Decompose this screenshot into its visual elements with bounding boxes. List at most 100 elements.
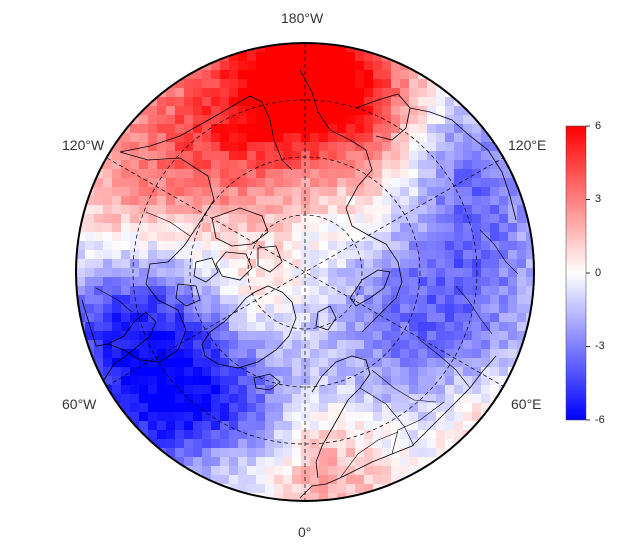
field-cell	[121, 313, 131, 323]
field-cell	[400, 106, 410, 116]
field-cell	[373, 187, 383, 197]
field-cell	[310, 313, 320, 323]
field-cell	[490, 358, 500, 368]
field-cell	[121, 376, 131, 386]
field-cell	[148, 115, 158, 125]
field-cell	[112, 286, 122, 296]
field-cell	[121, 268, 131, 278]
field-cell	[121, 142, 131, 152]
field-cell	[202, 430, 212, 440]
field-cell	[166, 115, 176, 125]
field-cell	[373, 169, 383, 179]
field-cell	[364, 475, 374, 485]
field-cell	[148, 367, 158, 377]
field-cell	[139, 286, 149, 296]
field-cell	[184, 142, 194, 152]
field-cell	[292, 232, 302, 242]
colorbar-tick-label: -6	[595, 414, 605, 426]
field-cell	[157, 178, 167, 188]
field-cell	[490, 169, 500, 179]
field-cell	[184, 187, 194, 197]
field-cell	[445, 376, 455, 386]
field-cell	[337, 178, 347, 188]
field-cell	[418, 232, 428, 242]
field-cell	[193, 196, 203, 206]
field-cell	[508, 268, 518, 278]
field-cell	[472, 151, 482, 161]
field-cell	[346, 331, 356, 341]
field-cell	[175, 448, 185, 458]
field-cell	[355, 70, 365, 80]
field-cell	[175, 439, 185, 449]
field-cell	[220, 151, 230, 161]
field-cell	[364, 214, 374, 224]
field-cell	[238, 277, 248, 287]
field-cell	[517, 223, 527, 233]
field-cell	[220, 313, 230, 323]
field-cell	[193, 151, 203, 161]
field-cell	[310, 151, 320, 161]
field-cell	[319, 43, 329, 53]
field-cell	[517, 205, 527, 215]
field-cell	[103, 241, 113, 251]
field-cell	[283, 331, 293, 341]
field-cell	[274, 223, 284, 233]
field-cell	[328, 394, 338, 404]
field-cell	[292, 295, 302, 305]
field-cell	[319, 412, 329, 422]
novaya-zemlya-coast	[349, 269, 391, 307]
field-cell	[382, 250, 392, 260]
field-cell	[193, 232, 203, 242]
field-cell	[247, 304, 257, 314]
field-cell	[220, 232, 230, 242]
field-cell	[157, 349, 167, 359]
field-cell	[283, 277, 293, 287]
field-cell	[175, 79, 185, 89]
field-cell	[202, 421, 212, 431]
field-cell	[265, 142, 275, 152]
field-cell	[364, 430, 374, 440]
field-cell	[319, 214, 329, 224]
field-cell	[193, 241, 203, 251]
field-cell	[445, 187, 455, 197]
field-cell	[94, 232, 104, 242]
field-cell	[292, 277, 302, 287]
field-cell	[328, 97, 338, 107]
field-cell	[499, 196, 509, 206]
field-cell	[292, 43, 302, 53]
field-cell	[337, 493, 347, 501]
field-cell	[184, 160, 194, 170]
field-cell	[337, 205, 347, 215]
field-cell	[400, 88, 410, 98]
field-cell	[328, 79, 338, 89]
field-cell	[310, 223, 320, 233]
field-cell	[418, 214, 428, 224]
field-cell	[166, 376, 176, 386]
field-cell	[499, 187, 509, 197]
field-cell	[265, 394, 275, 404]
field-cell	[202, 241, 212, 251]
field-cell	[85, 169, 95, 179]
field-cell	[247, 349, 257, 359]
field-cell	[256, 439, 266, 449]
field-cell	[274, 367, 284, 377]
field-cell	[301, 241, 311, 251]
field-cell	[202, 349, 212, 359]
field-cell	[391, 250, 401, 260]
field-cell	[490, 151, 500, 161]
field-cell	[256, 70, 266, 80]
field-cell	[238, 187, 248, 197]
field-cell	[184, 223, 194, 233]
field-cell	[238, 430, 248, 440]
field-cell	[301, 358, 311, 368]
field-cell	[265, 430, 275, 440]
field-cell	[355, 376, 365, 386]
field-cell	[382, 349, 392, 359]
field-cell	[391, 133, 401, 143]
field-cell	[445, 259, 455, 269]
field-cell	[265, 439, 275, 449]
field-cell	[112, 322, 122, 332]
field-cell	[364, 340, 374, 350]
field-cell	[391, 61, 401, 71]
field-cell	[184, 412, 194, 422]
